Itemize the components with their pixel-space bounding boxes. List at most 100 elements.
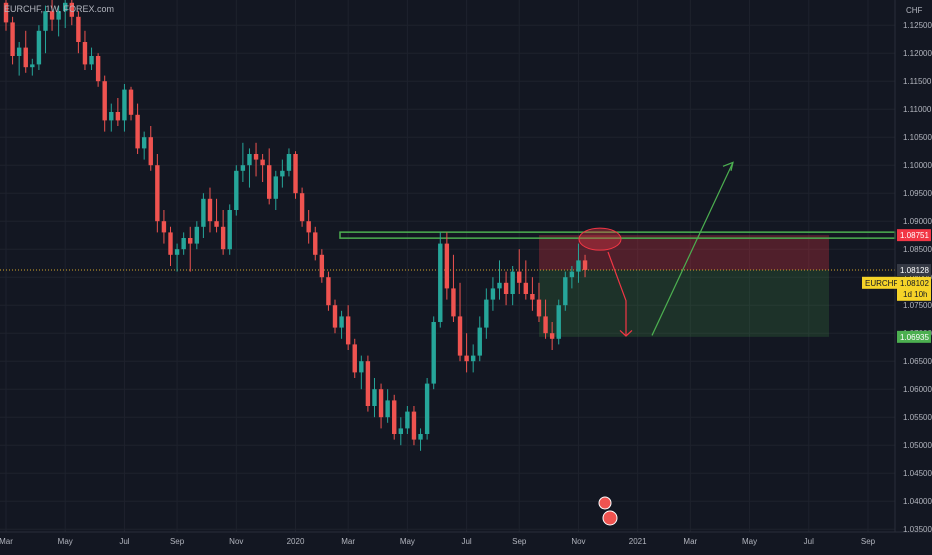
candle-body — [122, 89, 127, 121]
candle-body — [207, 198, 213, 222]
candle-body — [464, 355, 469, 362]
x-tick-label: Sep — [861, 537, 876, 546]
x-tick-label: 2021 — [629, 537, 647, 546]
x-tick-label: Jul — [119, 537, 129, 546]
candle-body — [161, 221, 167, 233]
candle-body — [365, 361, 371, 406]
current-price-tag-bg — [897, 276, 931, 301]
highlight-ellipse — [578, 227, 622, 251]
current-price-tag: 1.08102 — [900, 279, 929, 288]
candle-body — [392, 400, 397, 434]
candle-body — [260, 159, 265, 166]
x-tick-label: Sep — [170, 537, 185, 546]
candle-body — [30, 64, 35, 68]
candle-body — [286, 154, 292, 171]
candle-body — [398, 428, 403, 434]
candle-body — [155, 165, 160, 222]
x-tick-label: Sep — [512, 537, 527, 546]
candle-body — [332, 305, 338, 328]
candle-body — [530, 294, 535, 300]
candle-body — [43, 11, 48, 31]
candle-body — [280, 170, 285, 177]
event-marker — [602, 510, 618, 526]
candle-body — [56, 11, 61, 20]
up-arrow — [651, 162, 734, 336]
x-tick-label: May — [742, 537, 757, 546]
y-tick-label: 1.04000 — [903, 497, 932, 506]
y-tick-label: 1.08500 — [903, 245, 932, 254]
candle-body — [345, 316, 351, 345]
x-tick-label: Mar — [341, 537, 355, 546]
candle-body — [385, 400, 390, 418]
candle-body — [451, 288, 456, 317]
candle-body — [503, 282, 509, 294]
y-tick-label: 1.09000 — [903, 217, 932, 226]
candle-body — [267, 165, 272, 199]
tp-price-tag-bg — [897, 229, 931, 242]
candle-body — [36, 30, 42, 65]
candle-body — [148, 137, 153, 166]
candle-body — [194, 226, 200, 244]
candle-body — [444, 243, 450, 289]
y-tick-label: 1.12500 — [903, 21, 932, 30]
candle-body — [339, 316, 344, 328]
candle-body — [510, 271, 515, 294]
candle-body — [253, 154, 259, 160]
candle-body — [523, 282, 529, 294]
y-tick-label: 1.12000 — [903, 49, 932, 58]
candle-body — [23, 47, 28, 68]
candle-body — [405, 411, 410, 429]
y-tick-label: 1.04500 — [903, 469, 932, 478]
candle-body — [299, 193, 305, 222]
x-tick-label: Mar — [0, 537, 13, 546]
candle-body — [227, 210, 232, 250]
y-tick-label: 1.05500 — [903, 413, 932, 422]
candle-body — [536, 299, 542, 317]
candle-body — [10, 22, 15, 56]
x-tick-label: Nov — [229, 537, 243, 546]
candle-body — [214, 221, 219, 227]
y-tick-label: 1.09500 — [903, 189, 932, 198]
candle-body — [319, 254, 325, 278]
candle-body — [484, 299, 489, 328]
candle-body — [313, 232, 318, 255]
candle-body — [95, 56, 101, 82]
y-tick-label: 1.06000 — [903, 385, 932, 394]
candle-body — [240, 165, 246, 171]
last-price-tag-bg — [897, 264, 931, 277]
candle-body — [411, 411, 417, 440]
candle-body — [76, 16, 81, 42]
candle-body — [418, 434, 423, 440]
candle-body — [569, 271, 575, 278]
candle-body — [168, 232, 173, 255]
y-tick-label: 1.03500 — [903, 525, 932, 534]
candle-body — [181, 238, 186, 250]
candle-body — [128, 89, 134, 115]
y-tick-label: 1.05000 — [903, 441, 932, 450]
candle-body — [115, 112, 121, 121]
candle-body — [16, 47, 22, 56]
candle-body — [82, 42, 88, 65]
candle-body — [174, 249, 180, 255]
risk-zone — [538, 235, 829, 271]
candle-body — [63, 2, 68, 12]
down-arrow-head — [619, 329, 633, 337]
candle-body — [326, 277, 331, 306]
candle-body — [135, 114, 140, 149]
candle-body — [359, 361, 364, 373]
up-arrow-head — [722, 161, 734, 171]
candle-body — [293, 154, 298, 194]
candle-body — [247, 154, 252, 166]
candle-body — [490, 288, 496, 300]
y-tick-label: 1.11000 — [903, 105, 932, 114]
candle-body — [576, 260, 581, 272]
reward-zone — [538, 270, 829, 337]
down-arrow — [607, 251, 627, 335]
tp-price-tag: 1.08751 — [900, 231, 929, 240]
candle-body — [497, 282, 502, 289]
candle-body — [470, 355, 476, 362]
candle-body — [109, 112, 114, 121]
candle-body — [457, 316, 463, 356]
